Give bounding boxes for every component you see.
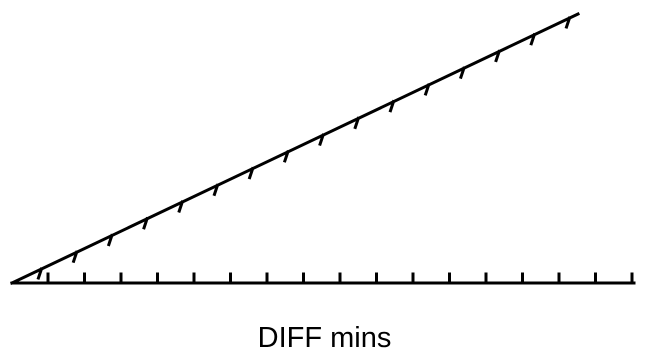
baseline-axis (10, 272, 636, 285)
incline-axis (10, 12, 580, 285)
incline-tick (423, 83, 431, 96)
incline-tick (36, 267, 44, 280)
incline-tick (71, 250, 79, 264)
incline-tick (142, 216, 149, 230)
incline-tick (388, 99, 396, 113)
incline-tick (564, 16, 572, 29)
incline-tick (282, 149, 290, 163)
incline-tick (212, 183, 220, 197)
incline-tick (177, 200, 185, 213)
incline-tick (106, 233, 114, 247)
incline-tick (458, 66, 466, 80)
incline-tick (529, 32, 537, 46)
incline-tick (247, 166, 255, 180)
incline-line (10, 12, 580, 285)
diagram-label: DIFF mins (257, 322, 392, 354)
incline-tick (353, 116, 361, 130)
incline-tick (494, 49, 501, 63)
incline-tick (318, 133, 325, 147)
